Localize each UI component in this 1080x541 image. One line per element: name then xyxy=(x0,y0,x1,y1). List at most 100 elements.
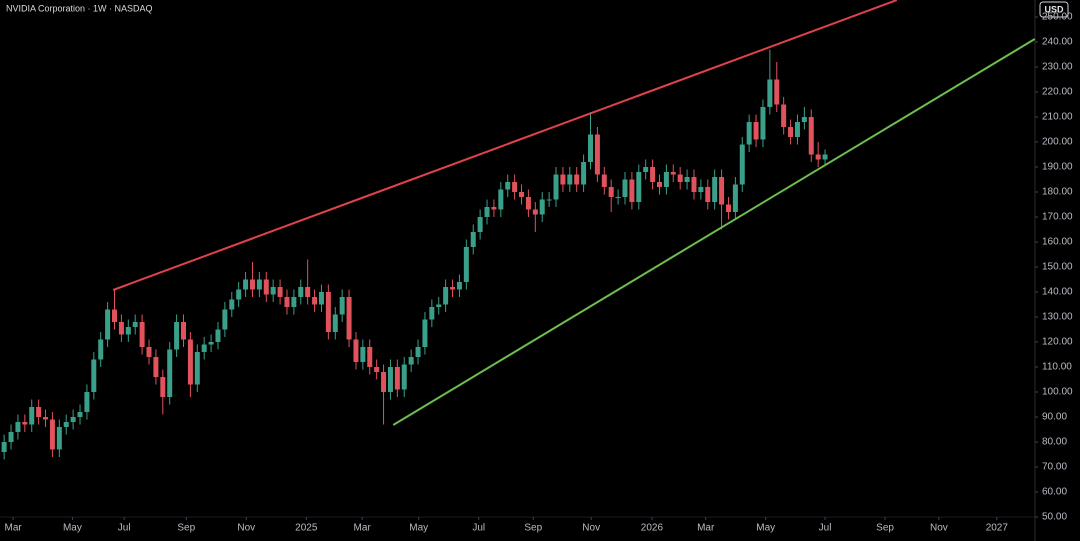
candle-body xyxy=(484,207,490,217)
candle-body xyxy=(298,287,304,297)
candle-body xyxy=(63,422,69,427)
candle-body xyxy=(519,192,525,197)
candle-body xyxy=(574,174,580,185)
candle-body xyxy=(436,304,442,307)
candle-body xyxy=(794,122,800,137)
candle-body xyxy=(581,162,587,185)
y-tick-label: 100.00 xyxy=(1042,387,1073,398)
candle-body xyxy=(753,122,759,140)
candle-body xyxy=(822,154,828,160)
candle-body xyxy=(91,359,97,392)
x-tick-label: May xyxy=(409,523,428,534)
x-tick-label: Sep xyxy=(524,523,542,534)
y-tick-label: 230.00 xyxy=(1042,62,1073,73)
candle-body xyxy=(739,144,745,185)
candle-body xyxy=(346,297,352,340)
candle-body xyxy=(670,172,676,175)
currency-label[interactable]: USD xyxy=(1044,4,1064,14)
x-tick-label: 2026 xyxy=(641,523,664,534)
candle-body xyxy=(684,177,690,182)
candle-body xyxy=(470,232,476,247)
candle-body xyxy=(318,292,324,305)
candle-body xyxy=(477,217,483,232)
candle-body xyxy=(381,372,387,392)
candle-body xyxy=(553,174,559,200)
candle-body xyxy=(387,367,393,392)
y-tick-label: 70.00 xyxy=(1042,462,1067,473)
y-tick-label: 60.00 xyxy=(1042,487,1067,498)
chart-title: NVIDIA Corporation · 1W · NASDAQ xyxy=(6,3,153,13)
candle-body xyxy=(118,322,124,335)
trendline xyxy=(392,38,1036,426)
candle-body xyxy=(705,187,711,202)
candle-body xyxy=(8,432,14,442)
candle-body xyxy=(532,209,538,215)
candle-body xyxy=(677,174,683,182)
y-tick-label: 130.00 xyxy=(1042,312,1073,323)
candle-body xyxy=(539,199,545,215)
candle-body xyxy=(608,187,614,197)
candle-body xyxy=(463,247,469,282)
y-tick-label: 80.00 xyxy=(1042,437,1067,448)
candle-body xyxy=(167,349,173,397)
candle-body xyxy=(353,339,359,362)
x-tick-label: May xyxy=(756,523,775,534)
currency-box[interactable] xyxy=(1039,1,1069,18)
candle-body xyxy=(560,174,566,185)
candle-body xyxy=(615,197,621,198)
candle-body xyxy=(70,417,76,422)
candle-body xyxy=(98,339,104,360)
candle-body xyxy=(588,134,594,162)
candle-body xyxy=(180,322,186,340)
x-tick-label: Nov xyxy=(582,523,600,534)
candle-body xyxy=(429,307,435,320)
candle-body xyxy=(215,329,221,342)
candle-body xyxy=(456,282,462,290)
candle-body xyxy=(56,427,62,450)
candle-body xyxy=(325,292,331,332)
x-tick-label: Nov xyxy=(930,523,948,534)
x-tick-label: May xyxy=(63,523,82,534)
candle-body xyxy=(43,417,49,420)
candle-body xyxy=(808,117,814,155)
candle-body xyxy=(36,407,42,417)
candle-body xyxy=(105,309,111,340)
candle-body xyxy=(187,339,193,385)
candle-body xyxy=(774,79,780,105)
candle-body xyxy=(622,179,628,197)
candle-body xyxy=(401,364,407,390)
candle-body xyxy=(656,182,662,187)
candle-body xyxy=(498,189,504,210)
y-tick-label: 240.00 xyxy=(1042,37,1073,48)
candle-body xyxy=(291,297,297,307)
x-tick-label: 2027 xyxy=(986,523,1009,534)
candle-body xyxy=(332,314,338,332)
candle-body xyxy=(505,182,511,190)
candle-body xyxy=(249,279,255,290)
candle-body xyxy=(525,197,531,210)
candle-body xyxy=(84,392,90,412)
candle-body xyxy=(15,422,21,432)
candle-body xyxy=(415,347,421,357)
candle-body xyxy=(712,177,718,202)
x-tick-label: Mar xyxy=(354,523,372,534)
candle-body xyxy=(394,367,400,390)
candle-body xyxy=(422,319,428,347)
y-tick-label: 220.00 xyxy=(1042,87,1073,98)
candle-body xyxy=(284,297,290,307)
trendline xyxy=(112,0,898,291)
candle-body xyxy=(77,412,83,417)
y-tick-label: 200.00 xyxy=(1042,137,1073,148)
candle-body xyxy=(160,377,166,397)
y-tick-label: 190.00 xyxy=(1042,162,1073,173)
candle-body xyxy=(801,117,807,122)
x-tick-label: Jul xyxy=(819,523,832,534)
candle-body xyxy=(815,154,821,160)
x-tick-label: Jul xyxy=(118,523,131,534)
candle-body xyxy=(663,172,669,187)
candle-body xyxy=(243,279,249,290)
candle-body xyxy=(125,327,131,335)
candle-body xyxy=(760,107,766,140)
y-tick-label: 250.00 xyxy=(1042,12,1073,23)
